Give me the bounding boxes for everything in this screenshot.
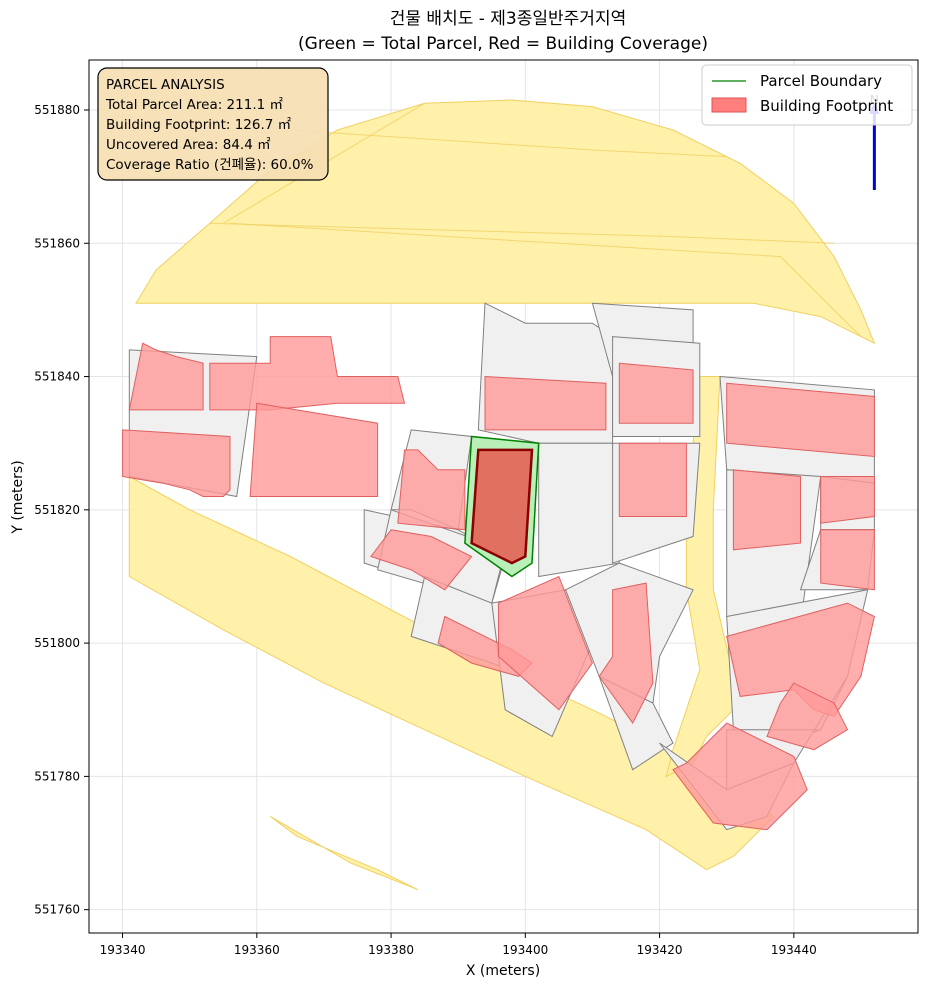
y-axis-label: Y (meters) bbox=[10, 460, 26, 534]
info-line-coverage: Coverage Ratio (건폐율): 60.0% bbox=[106, 157, 314, 173]
building-polygon bbox=[209, 336, 406, 411]
y-tick-label: 551760 bbox=[34, 903, 80, 917]
info-line-total-area: Total Parcel Area: 211.1 ㎡ bbox=[105, 97, 283, 113]
plot-area-frame bbox=[88, 59, 919, 934]
legend: Parcel Boundary Building Footprint bbox=[701, 64, 913, 126]
y-tick-label: 551880 bbox=[34, 103, 80, 117]
building-polygon bbox=[598, 582, 654, 725]
x-tick-label: 193360 bbox=[234, 943, 280, 957]
road-polygon bbox=[269, 815, 419, 891]
building-polygon bbox=[820, 529, 875, 591]
building-layer bbox=[122, 336, 875, 831]
figure-title-line1: 건물 배치도 - 제3종일반주거지역 bbox=[390, 9, 626, 29]
road-centerline bbox=[209, 222, 835, 244]
building-polygon bbox=[484, 375, 607, 431]
y-tick-label: 551780 bbox=[34, 769, 80, 783]
building-polygon bbox=[766, 682, 849, 751]
legend-building-footprint-label: Building Footprint bbox=[760, 97, 893, 115]
x-tick-label: 193380 bbox=[368, 943, 414, 957]
building-polygon bbox=[726, 382, 875, 458]
legend-parcel-boundary-label: Parcel Boundary bbox=[760, 72, 882, 90]
building-polygon bbox=[498, 575, 593, 711]
parcel-analysis-box: PARCEL ANALYSIS Total Parcel Area: 211.1… bbox=[97, 67, 329, 181]
road-centerline bbox=[290, 129, 727, 158]
y-tick-label: 551820 bbox=[34, 503, 80, 517]
building-polygon bbox=[726, 602, 875, 717]
y-tick-label: 551840 bbox=[34, 370, 80, 384]
y-tick-label: 551860 bbox=[34, 236, 80, 250]
building-polygon bbox=[820, 476, 875, 524]
x-tick-label: 193340 bbox=[100, 943, 146, 957]
y-tick-label: 551800 bbox=[34, 636, 80, 650]
x-axis-label: X (meters) bbox=[466, 963, 540, 979]
info-line-title: PARCEL ANALYSIS bbox=[106, 77, 225, 93]
road-centerline bbox=[229, 222, 862, 337]
road-polygon bbox=[128, 475, 775, 871]
axis-ticks: 193340 193360 193380 193400 193420 193440 5517… bbox=[34, 103, 817, 957]
target-building-footprint bbox=[470, 448, 534, 565]
building-polygon bbox=[122, 429, 231, 497]
building-polygon bbox=[618, 442, 687, 517]
x-tick-label: 193440 bbox=[771, 943, 817, 957]
x-tick-label: 193420 bbox=[637, 943, 683, 957]
building-polygon bbox=[128, 342, 204, 411]
building-polygon bbox=[618, 362, 694, 424]
legend-building-footprint-swatch bbox=[711, 97, 747, 113]
parcel-polygon bbox=[538, 442, 620, 578]
figure-title-line2: (Green = Total Parcel, Red = Building Co… bbox=[298, 34, 708, 54]
info-line-footprint: Building Footprint: 126.7 ㎡ bbox=[106, 117, 292, 133]
target-parcel-layer bbox=[464, 435, 540, 578]
info-line-uncovered: Uncovered Area: 84.4 ㎡ bbox=[106, 137, 271, 153]
building-polygon bbox=[397, 449, 466, 531]
x-tick-label: 193400 bbox=[502, 943, 548, 957]
building-polygon bbox=[370, 529, 473, 591]
building-polygon bbox=[732, 469, 801, 551]
building-polygon bbox=[249, 402, 379, 497]
building-polygon bbox=[672, 722, 808, 831]
